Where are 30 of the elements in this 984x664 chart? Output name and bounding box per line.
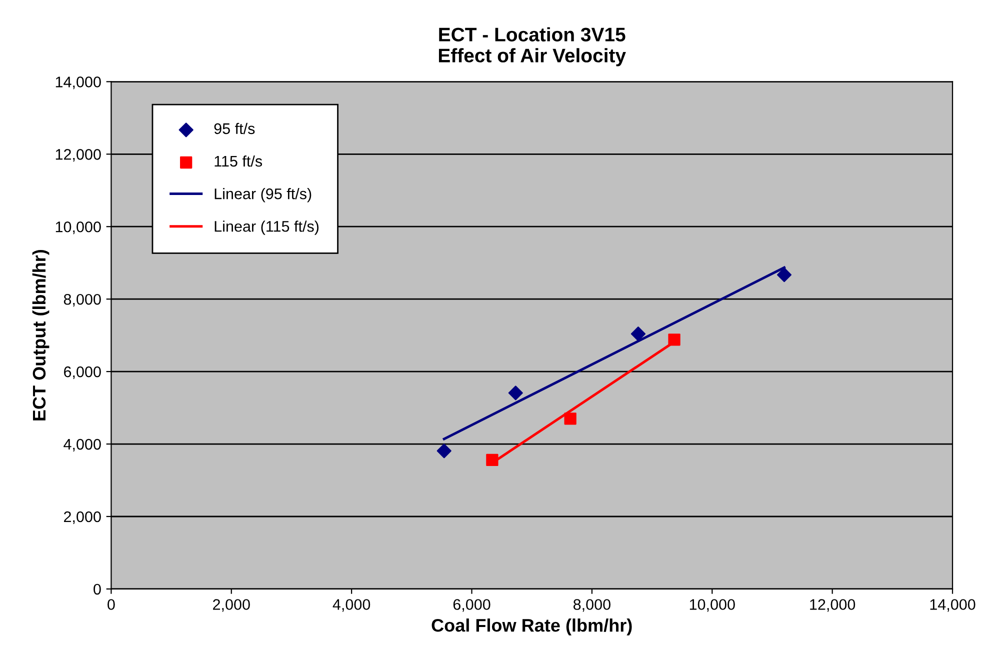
x-tick-label: 6,000 xyxy=(453,599,490,612)
y-tick-label: 4,000 xyxy=(64,438,101,452)
point xyxy=(564,412,576,425)
point xyxy=(776,268,792,282)
legend-label: Linear (95 ft/s) xyxy=(214,188,312,202)
y-tick-label: 0 xyxy=(94,584,101,595)
y-tick-label: 14,000 xyxy=(56,76,101,90)
point xyxy=(436,444,452,458)
point xyxy=(630,326,646,342)
point xyxy=(668,334,680,346)
point xyxy=(508,386,523,400)
x-tick-label: 12,000 xyxy=(810,599,856,612)
y-tick-label: 8,000 xyxy=(64,294,101,307)
legend-label: 115 ft/s xyxy=(214,155,262,167)
x-axis-title: Coal Flow Rate (lbm/hr) xyxy=(432,618,632,636)
x-tick-label: 2,000 xyxy=(213,599,250,612)
y-tick-label: 6,000 xyxy=(64,366,101,380)
y-tick-label: 10,000 xyxy=(56,221,101,234)
chart-title: ECT - Location 3V15 Effect of Air Velocity xyxy=(438,27,626,66)
x-tick-label: 10,000 xyxy=(690,599,735,612)
legend-label: Linear (115 ft/s) xyxy=(214,220,319,235)
y-tick-label: 2,000 xyxy=(64,511,101,524)
x-tick-label: 14,000 xyxy=(930,599,976,612)
y-axis-title: ECT Output (lbm/hr) xyxy=(32,250,50,420)
x-tick-label: 0 xyxy=(108,599,115,610)
x-tick-label: 4,000 xyxy=(332,599,370,612)
x-tick-label: 8,000 xyxy=(573,599,610,612)
legend-label: 95 ft/s xyxy=(214,122,255,134)
point xyxy=(486,454,498,466)
y-tick-label: 12,000 xyxy=(56,149,101,162)
